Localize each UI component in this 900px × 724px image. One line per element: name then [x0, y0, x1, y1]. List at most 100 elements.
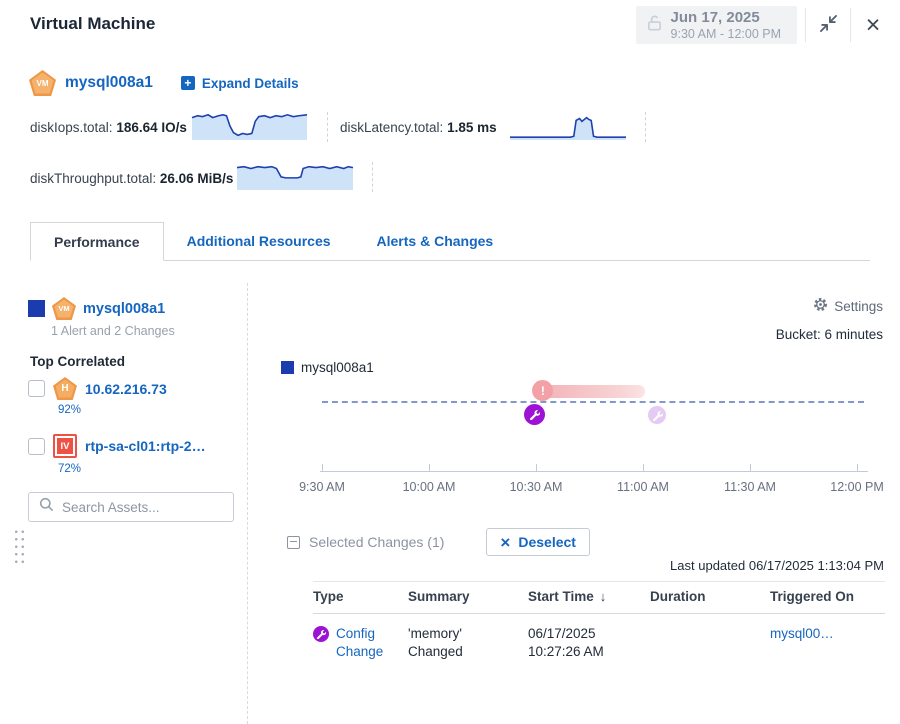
metric-diskiops: diskIops.total: 186.64 IO/s	[30, 120, 187, 135]
disklatency-sparkline	[510, 112, 626, 140]
top-correlated-title: Top Correlated	[30, 354, 126, 369]
col-duration[interactable]: Duration	[650, 589, 706, 604]
unlock-icon	[646, 14, 663, 36]
col-summary[interactable]: Summary	[408, 589, 470, 604]
changes-table: Type Summary Start Time ↓ Duration Trigg…	[313, 581, 885, 672]
x-axis: 9:30 AM 10:00 AM 10:30 AM 11:00 AM 11:30 AM 1…	[299, 464, 884, 501]
x-axis-tick	[429, 464, 430, 471]
correlated-asset-link[interactable]: rtp-sa-cl01:rtp-2…	[85, 438, 206, 454]
deselect-button[interactable]: × Deselect	[486, 528, 590, 556]
asset-name-link[interactable]: mysql008a1	[65, 74, 153, 91]
alert-duration-bar	[542, 385, 646, 398]
correlated-asset-link[interactable]: 10.62.216.73	[85, 380, 167, 397]
start-time-cell: 06/17/2025 10:27:26 AM	[528, 626, 604, 660]
x-axis-label: 11:00 AM	[617, 480, 669, 494]
timeline-plot: !	[320, 376, 868, 470]
x-axis-tick	[643, 464, 644, 471]
sidebar-divider	[247, 283, 248, 724]
time-range-date: Jun 17, 2025	[670, 8, 760, 26]
metric-diskthroughput: diskThroughput.total: 26.06 MiB/s	[30, 171, 234, 186]
vm-badge-icon: VM	[52, 297, 76, 320]
time-range-picker[interactable]: Jun 17, 2025 9:30 AM - 12:00 PM	[635, 6, 797, 44]
change-type-cell: Config Change	[313, 625, 408, 661]
search-assets-input[interactable]	[62, 499, 223, 515]
checkbox[interactable]	[28, 437, 45, 455]
change-marker-icon[interactable]	[648, 406, 666, 424]
config-change-icon	[313, 626, 329, 642]
triggered-on-cell: mysql00…	[770, 625, 885, 661]
x-axis-label: 10:30 AM	[509, 480, 563, 494]
tab-alerts-changes[interactable]: Alerts & Changes	[376, 233, 494, 249]
series-color-swatch	[28, 300, 45, 317]
x-icon: ×	[500, 532, 511, 552]
divider	[327, 112, 328, 142]
panel-resize-handle[interactable]	[13, 528, 26, 565]
metric-disklatency: diskLatency.total: 1.85 ms	[340, 120, 497, 135]
search-icon	[39, 497, 54, 517]
x-axis-tick	[322, 464, 323, 471]
x-axis-label: 9:30 AM	[299, 480, 345, 494]
x-axis-tick	[536, 464, 537, 471]
time-range-hours: 9:30 AM - 12:00 PM	[670, 26, 781, 41]
alert-marker-icon[interactable]: !	[532, 380, 554, 401]
divider	[645, 112, 646, 142]
checkbox[interactable]	[28, 380, 45, 397]
collapse-button[interactable]	[814, 11, 842, 39]
summary-cell: 'memory' Changed	[408, 626, 463, 660]
sort-desc-icon[interactable]: ↓	[599, 589, 607, 604]
col-start-time[interactable]: Start Time ↓	[528, 589, 607, 604]
col-triggered-on[interactable]: Triggered On	[770, 589, 855, 604]
chart-settings-button[interactable]: Settings	[813, 297, 883, 315]
col-type[interactable]: Type	[313, 589, 344, 604]
sidebar-asset-link[interactable]: mysql008a1	[83, 300, 166, 317]
close-icon: ×	[865, 10, 881, 39]
tab-performance[interactable]: Performance	[30, 222, 164, 261]
diskiops-sparkline	[192, 112, 307, 140]
plus-icon: +	[180, 76, 195, 90]
selected-changes-bar: Selected Changes (1) × Deselect	[287, 528, 590, 556]
divider	[850, 8, 851, 42]
diskthroughput-sparkline	[237, 162, 353, 190]
divider	[372, 162, 373, 192]
change-type-link[interactable]: Config Change	[336, 626, 384, 660]
bucket-label: Bucket: 6 minutes	[775, 327, 883, 342]
duration-cell	[650, 625, 770, 661]
correlated-item-host: H 10.62.216.73	[28, 377, 167, 400]
header-controls: Jun 17, 2025 9:30 AM - 12:00 PM ×	[635, 5, 887, 45]
x-axis-label: 10:00 AM	[402, 480, 456, 494]
selected-changes-toggle[interactable]: Selected Changes (1)	[287, 534, 444, 550]
correlation-percent: 72%	[58, 463, 82, 475]
triggered-on-link[interactable]: mysql00…	[770, 626, 834, 641]
sidebar-primary-asset: VM mysql008a1	[28, 297, 165, 320]
gear-icon	[813, 297, 828, 315]
tab-bar: Performance Additional Resources Alerts …	[30, 222, 870, 261]
chart-legend[interactable]: mysql008a1	[281, 360, 374, 375]
vm-badge-icon: VM	[29, 70, 56, 96]
x-axis-label: 12:00 PM	[830, 480, 884, 494]
alerts-changes-subtext: 1 Alert and 2 Changes	[51, 324, 175, 338]
collapse-arrows-icon	[819, 14, 838, 36]
tab-additional-resources[interactable]: Additional Resources	[186, 233, 331, 249]
x-axis-tick	[857, 464, 858, 471]
expand-details-button[interactable]: + Expand Details	[180, 76, 299, 91]
legend-color-swatch	[281, 361, 294, 374]
correlated-item-internal-volume: IV rtp-sa-cl01:rtp-2…	[28, 434, 206, 458]
change-marker-selected-icon[interactable]	[523, 404, 545, 425]
correlation-percent: 92%	[58, 404, 82, 416]
divider	[805, 8, 806, 42]
page-title: Virtual Machine	[30, 14, 156, 33]
last-updated-text: Last updated 06/17/2025 1:13:04 PM	[670, 558, 884, 573]
host-badge-icon: H	[53, 377, 77, 400]
close-button[interactable]: ×	[859, 11, 887, 39]
asset-header: VM mysql008a1 + Expand Details	[29, 70, 299, 96]
x-axis-label: 11:30 AM	[724, 480, 776, 494]
table-header-row: Type Summary Start Time ↓ Duration Trigg…	[313, 581, 885, 614]
internal-volume-badge-icon: IV	[53, 434, 77, 458]
collapse-section-icon	[287, 535, 300, 549]
series-dashed-line	[322, 401, 864, 403]
x-axis-tick	[750, 464, 751, 471]
x-axis-line	[320, 471, 868, 472]
search-assets-box	[28, 492, 234, 522]
table-row[interactable]: Config Change 'memory' Changed 06/17/202…	[313, 614, 885, 672]
